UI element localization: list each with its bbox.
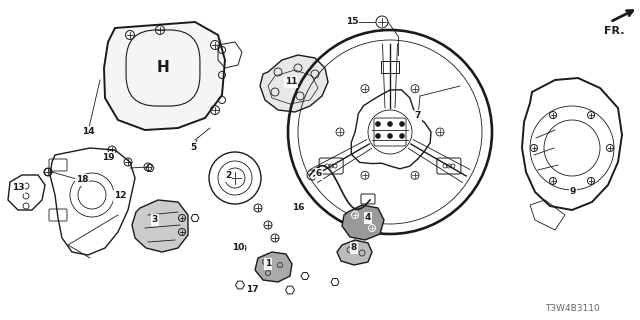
Text: 13: 13 — [12, 183, 24, 193]
Text: 4: 4 — [365, 213, 371, 222]
Text: 6: 6 — [316, 170, 322, 179]
Text: 12: 12 — [114, 191, 126, 201]
Circle shape — [376, 122, 381, 126]
Text: 7: 7 — [415, 111, 421, 121]
Circle shape — [399, 133, 404, 139]
Circle shape — [387, 122, 392, 126]
Text: 16: 16 — [292, 204, 304, 212]
FancyBboxPatch shape — [149, 89, 175, 99]
Text: 14: 14 — [82, 127, 94, 137]
Text: 8: 8 — [351, 244, 357, 252]
Text: 9: 9 — [570, 188, 576, 196]
Polygon shape — [260, 55, 328, 112]
Polygon shape — [255, 252, 292, 282]
Circle shape — [387, 133, 392, 139]
Circle shape — [399, 122, 404, 126]
Text: 11: 11 — [285, 77, 297, 86]
Polygon shape — [342, 205, 384, 240]
Text: T3W4B3110: T3W4B3110 — [545, 304, 600, 313]
Text: 1: 1 — [265, 260, 271, 268]
Text: FR.: FR. — [604, 26, 625, 36]
Text: 17: 17 — [246, 285, 259, 294]
Text: 18: 18 — [76, 175, 88, 185]
Polygon shape — [132, 200, 188, 252]
Text: 19: 19 — [102, 154, 115, 163]
Text: 2: 2 — [225, 172, 231, 180]
Polygon shape — [104, 22, 225, 130]
Circle shape — [376, 133, 381, 139]
Text: H: H — [157, 60, 170, 76]
Text: 10: 10 — [232, 244, 244, 252]
Polygon shape — [337, 240, 372, 265]
Text: 5: 5 — [190, 143, 196, 153]
Text: 3: 3 — [152, 215, 158, 225]
Text: 15: 15 — [346, 18, 358, 27]
